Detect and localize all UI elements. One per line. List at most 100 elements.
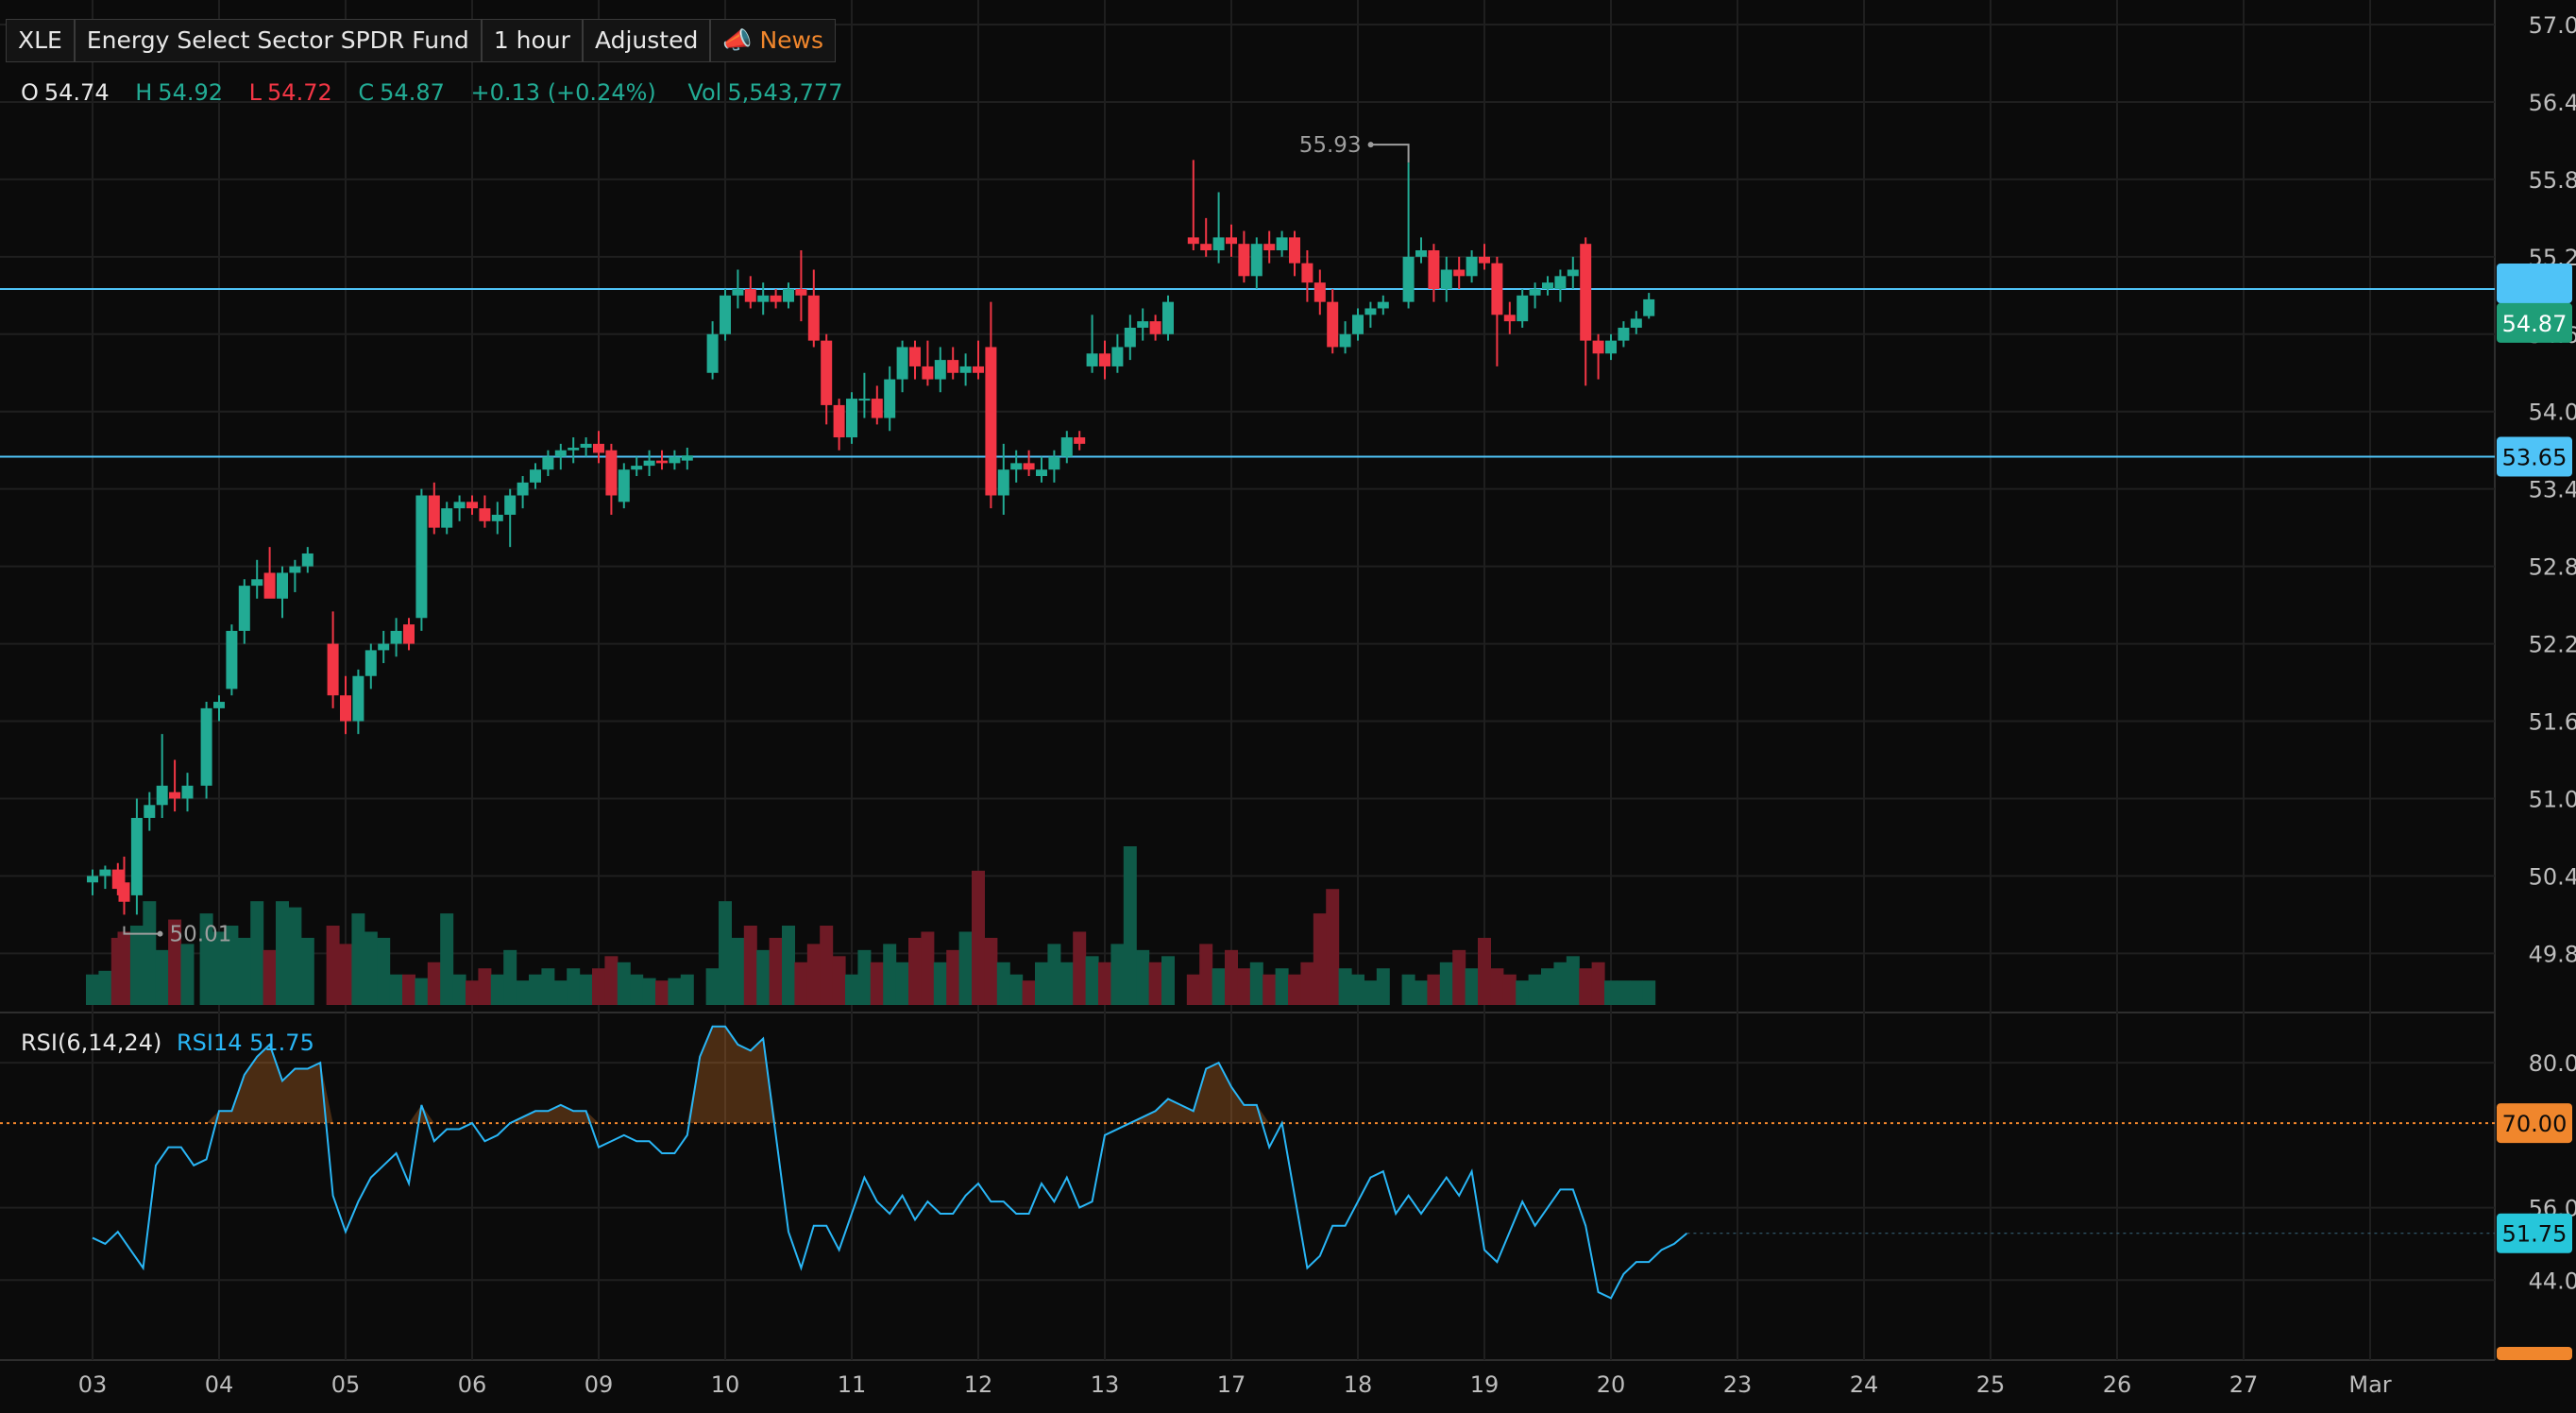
candle bbox=[1618, 321, 1630, 348]
support-price-tag: 53.65 bbox=[2497, 436, 2572, 477]
x-tick-label: 17 bbox=[1217, 1371, 1246, 1398]
volume-bar bbox=[617, 962, 631, 1005]
news-button[interactable]: 📣 News bbox=[710, 19, 836, 62]
candle bbox=[1567, 256, 1579, 289]
candle-body bbox=[1491, 263, 1503, 315]
volume-bar bbox=[1136, 949, 1150, 1005]
candle bbox=[1466, 250, 1478, 283]
candle bbox=[99, 865, 111, 890]
candle-body bbox=[669, 456, 681, 464]
candle-body bbox=[744, 288, 756, 302]
candle-body bbox=[340, 695, 351, 722]
candle bbox=[238, 579, 250, 644]
x-tick-label: 24 bbox=[1850, 1371, 1879, 1398]
volume-bar bbox=[168, 919, 182, 1005]
candle-body bbox=[833, 404, 845, 438]
volume-bar bbox=[958, 931, 973, 1005]
candle-body bbox=[130, 817, 143, 895]
candle bbox=[263, 547, 276, 599]
x-tick-label: 20 bbox=[1597, 1371, 1626, 1398]
candle bbox=[1554, 269, 1567, 302]
volume-bar bbox=[466, 980, 479, 1005]
volume-bar bbox=[1642, 980, 1656, 1005]
candle bbox=[87, 869, 98, 895]
candle bbox=[1428, 244, 1440, 302]
candle-body bbox=[1580, 244, 1592, 341]
symbol-button[interactable]: XLE bbox=[6, 19, 75, 62]
volume-bar bbox=[1009, 974, 1024, 1005]
candle-body bbox=[1086, 353, 1098, 366]
candle-body bbox=[390, 630, 402, 644]
volume-bar bbox=[1376, 968, 1390, 1005]
candle bbox=[1086, 315, 1098, 373]
candle bbox=[568, 437, 580, 464]
volume-bar bbox=[1300, 962, 1314, 1005]
y-tick-label: 51.60 bbox=[2529, 709, 2576, 736]
close-value: 54.87 bbox=[380, 79, 445, 106]
volume-bar bbox=[1528, 974, 1542, 1005]
volume-bar bbox=[719, 901, 732, 1005]
volume-bar bbox=[820, 926, 834, 1005]
x-tick-label: Mar bbox=[2348, 1371, 2391, 1398]
candle-body bbox=[1137, 321, 1149, 328]
candle bbox=[1048, 450, 1060, 483]
candle bbox=[1352, 308, 1364, 341]
volume-bar bbox=[276, 901, 289, 1005]
volume-bar bbox=[857, 949, 872, 1005]
candle-body bbox=[1263, 244, 1276, 251]
low-label: L bbox=[248, 79, 263, 106]
x-tick-label: 03 bbox=[78, 1371, 108, 1398]
candle-body bbox=[1301, 263, 1313, 283]
candle bbox=[618, 463, 630, 509]
candle-body bbox=[1124, 327, 1136, 348]
volume-bar bbox=[98, 970, 112, 1005]
adjustment-button[interactable]: Adjusted bbox=[582, 19, 711, 62]
rsi-overbought-tag: 70.00 bbox=[2497, 1103, 2572, 1144]
volume-bar bbox=[1401, 974, 1415, 1005]
candle-body bbox=[1517, 295, 1529, 322]
candle bbox=[973, 340, 984, 380]
instrument-name[interactable]: Energy Select Sector SPDR Fund bbox=[74, 19, 482, 62]
volume-bar bbox=[794, 962, 808, 1005]
candle bbox=[1036, 456, 1047, 483]
x-tick-label: 06 bbox=[458, 1371, 487, 1398]
volume-bar bbox=[1351, 974, 1364, 1005]
high-label: H bbox=[135, 79, 153, 106]
candle bbox=[327, 611, 339, 708]
interval-button[interactable]: 1 hour bbox=[481, 19, 583, 62]
candle bbox=[669, 450, 681, 470]
rsi-series-name: RSI14 bbox=[176, 1030, 243, 1056]
volume-bar bbox=[642, 978, 656, 1005]
y-tick-label: 49.80 bbox=[2529, 941, 2576, 967]
volume-bar bbox=[86, 974, 99, 1005]
candle-body bbox=[593, 443, 604, 453]
y-tick-label: 50.40 bbox=[2529, 863, 2576, 890]
candle bbox=[744, 276, 756, 309]
x-tick-label: 10 bbox=[711, 1371, 740, 1398]
volume-bar bbox=[1541, 968, 1554, 1005]
rsi-lower-tag-fragment bbox=[2497, 1347, 2572, 1360]
volume-bar bbox=[1502, 974, 1517, 1005]
low-annotation-leader bbox=[123, 926, 161, 935]
candle bbox=[934, 347, 946, 393]
volume-bar bbox=[908, 937, 922, 1005]
volume-bar bbox=[1338, 968, 1352, 1005]
volume-bar bbox=[155, 949, 169, 1005]
candle bbox=[441, 502, 453, 535]
rsi-indicator-name[interactable]: RSI(6,14,24) bbox=[21, 1030, 162, 1056]
volume-bar bbox=[933, 962, 947, 1005]
candle bbox=[871, 385, 883, 425]
candle-body bbox=[1313, 282, 1326, 302]
candle-body bbox=[871, 399, 883, 418]
volume-bar bbox=[984, 937, 998, 1005]
candle bbox=[807, 269, 820, 348]
y-tick-label: 52.20 bbox=[2529, 632, 2576, 658]
candle-body bbox=[251, 579, 263, 587]
candle-body bbox=[144, 805, 156, 818]
x-tick-label: 12 bbox=[964, 1371, 993, 1398]
candle-body bbox=[364, 650, 377, 676]
candle bbox=[169, 759, 181, 812]
candle bbox=[1491, 256, 1503, 366]
candle bbox=[631, 456, 643, 477]
